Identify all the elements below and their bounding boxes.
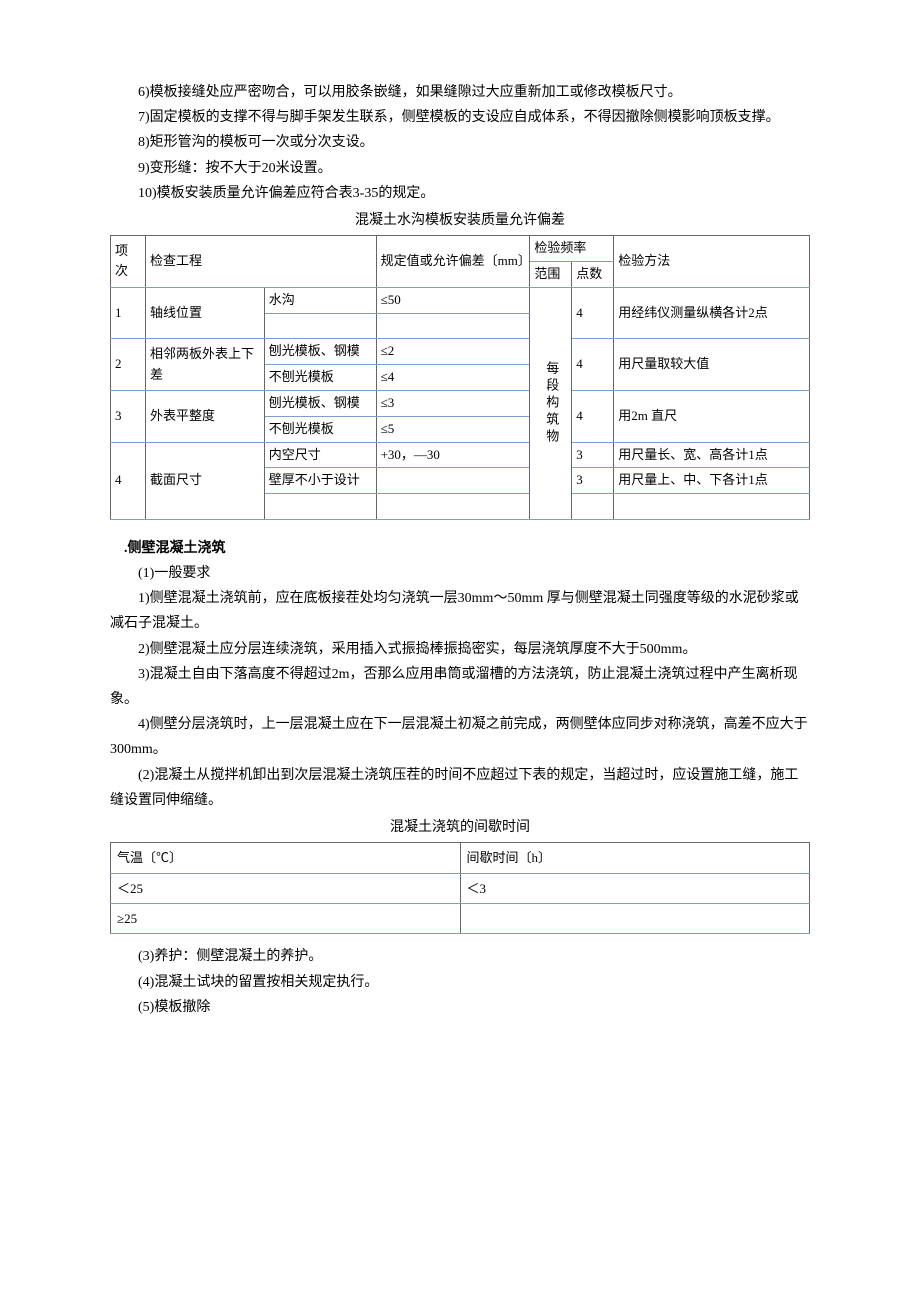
cell-n: 4	[111, 442, 146, 519]
cell-interval: ＜3	[460, 873, 810, 903]
cell-pts: 3	[572, 468, 614, 494]
th-spec: 规定值或允许偏差〔mm〕	[376, 236, 530, 288]
th-item: 检查工程	[145, 236, 376, 288]
para-6: 6)模板接缝处应严密吻合，可以用胶条嵌缝，如果缝隙过大应重新加工或修改模板尺寸。	[110, 80, 810, 105]
section-side-wall: .侧壁混凝土浇筑	[110, 536, 810, 561]
cell-empty	[264, 313, 376, 339]
cell-empty	[572, 494, 614, 520]
th-method: 检验方法	[614, 236, 810, 288]
table-row: 4 截面尺寸 内空尺寸 +30，—30 3 用尺量长、宽、高各计1点	[111, 442, 810, 468]
cell-sub-b	[376, 468, 530, 494]
cell-method: 用2m 直尺	[614, 390, 810, 442]
cell-item: 外表平整度	[145, 390, 264, 442]
cell-sub-b: ≤5	[376, 416, 530, 442]
th-points: 点数	[572, 261, 614, 287]
cell-n: 1	[111, 287, 146, 339]
cell-n: 3	[111, 390, 146, 442]
para-3-2: (4)混凝土试块的留置按相关规定执行。	[110, 970, 810, 995]
th-interval: 间歇时间〔h〕	[460, 843, 810, 873]
para-2-4: 3)混凝土自由下落高度不得超过2m，否那么应用串筒或溜槽的方法浇筑，防止混凝土浇…	[110, 662, 810, 712]
table1-title: 混凝土水沟模板安装质量允许偏差	[110, 208, 810, 233]
para-3-1: (3)养护：侧壁混凝土的养护。	[110, 944, 810, 969]
table1-header-row1: 项次 检查工程 规定值或允许偏差〔mm〕 检验频率 检验方法	[111, 236, 810, 262]
cell-empty	[376, 313, 530, 339]
para-2-3: 2)侧壁混凝土应分层连续浇筑，采用插入式振捣棒振捣密实，每层浇筑厚度不大于500…	[110, 637, 810, 662]
cell-pts: 3	[572, 442, 614, 468]
cell-sub-b: ≤2	[376, 339, 530, 365]
cell-item: 轴线位置	[145, 287, 264, 339]
cell-method: 用尺量上、中、下各计1点	[614, 468, 810, 494]
para-2-6: (2)混凝土从搅拌机卸出到次层混凝土浇筑压茬的时间不应超过下表的规定，当超过时，…	[110, 763, 810, 813]
cell-sub-a: 水沟	[264, 287, 376, 313]
para-8: 8)矩形管沟的模板可一次或分次支设。	[110, 130, 810, 155]
para-2-1: (1)一般要求	[110, 561, 810, 586]
cell-sub-a: 刨光模板、钢模	[264, 390, 376, 416]
cell-interval	[460, 903, 810, 933]
table-row: ≥25	[111, 903, 810, 933]
para-7: 7)固定模板的支撑不得与脚手架发生联系，侧壁模板的支设应自成体系，不得因撤除侧模…	[110, 105, 810, 130]
cell-method: 用经纬仪测量纵横各计2点	[614, 287, 810, 339]
table-row: 2 相邻两板外表上下差 刨光模板、钢模 ≤2 4 用尺量取较大值	[111, 339, 810, 365]
cell-sub-b: ≤3	[376, 390, 530, 416]
tolerance-table: 项次 检查工程 规定值或允许偏差〔mm〕 检验频率 检验方法 范围 点数 1 轴…	[110, 235, 810, 520]
table-row: 1 轴线位置 水沟 ≤50 每段构筑物 4 用经纬仪测量纵横各计2点	[111, 287, 810, 313]
cell-item: 截面尺寸	[145, 442, 264, 519]
cell-sub-a: 不刨光模板	[264, 365, 376, 391]
cell-sub-b: ≤50	[376, 287, 530, 313]
cell-pts: 4	[572, 390, 614, 442]
para-10: 10)模板安装质量允许偏差应符合表3-35的规定。	[110, 181, 810, 206]
cell-sub-a: 壁厚不小于设计	[264, 468, 376, 494]
para-2-5: 4)侧壁分层浇筑时，上一层混凝土应在下一层混凝土初凝之前完成，两侧壁体应同步对称…	[110, 712, 810, 762]
para-9: 9)变形缝：按不大于20米设置。	[110, 156, 810, 181]
cell-method: 用尺量长、宽、高各计1点	[614, 442, 810, 468]
table2-title: 混凝土浇筑的间歇时间	[110, 815, 810, 840]
cell-empty	[376, 494, 530, 520]
cell-sub-a: 内空尺寸	[264, 442, 376, 468]
interval-table: 气温〔℃〕 间歇时间〔h〕 ＜25 ＜3 ≥25	[110, 842, 810, 934]
cell-sub-a: 刨光模板、钢模	[264, 339, 376, 365]
para-2-2: 1)侧壁混凝土浇筑前，应在底板接茬处均匀浇筑一层30mm～50mm 厚与侧壁混凝…	[110, 586, 810, 636]
cell-temp: ＜25	[111, 873, 461, 903]
cell-sub-a: 不刨光模板	[264, 416, 376, 442]
cell-item: 相邻两板外表上下差	[145, 339, 264, 391]
cell-empty	[264, 494, 376, 520]
th-temp: 气温〔℃〕	[111, 843, 461, 873]
cell-range: 每段构筑物	[530, 287, 572, 519]
cell-n: 2	[111, 339, 146, 391]
table-row: 3 外表平整度 刨光模板、钢模 ≤3 4 用2m 直尺	[111, 390, 810, 416]
th-seq: 项次	[111, 236, 146, 288]
table-row: ＜25 ＜3	[111, 873, 810, 903]
cell-pts: 4	[572, 287, 614, 339]
th-range: 范围	[530, 261, 572, 287]
th-freq: 检验频率	[530, 236, 614, 262]
cell-temp: ≥25	[111, 903, 461, 933]
cell-empty	[614, 494, 810, 520]
cell-sub-b: +30，—30	[376, 442, 530, 468]
table2-header: 气温〔℃〕 间歇时间〔h〕	[111, 843, 810, 873]
cell-method: 用尺量取较大值	[614, 339, 810, 391]
cell-sub-b: ≤4	[376, 365, 530, 391]
cell-pts: 4	[572, 339, 614, 391]
para-3-3: (5)模板撤除	[110, 995, 810, 1020]
